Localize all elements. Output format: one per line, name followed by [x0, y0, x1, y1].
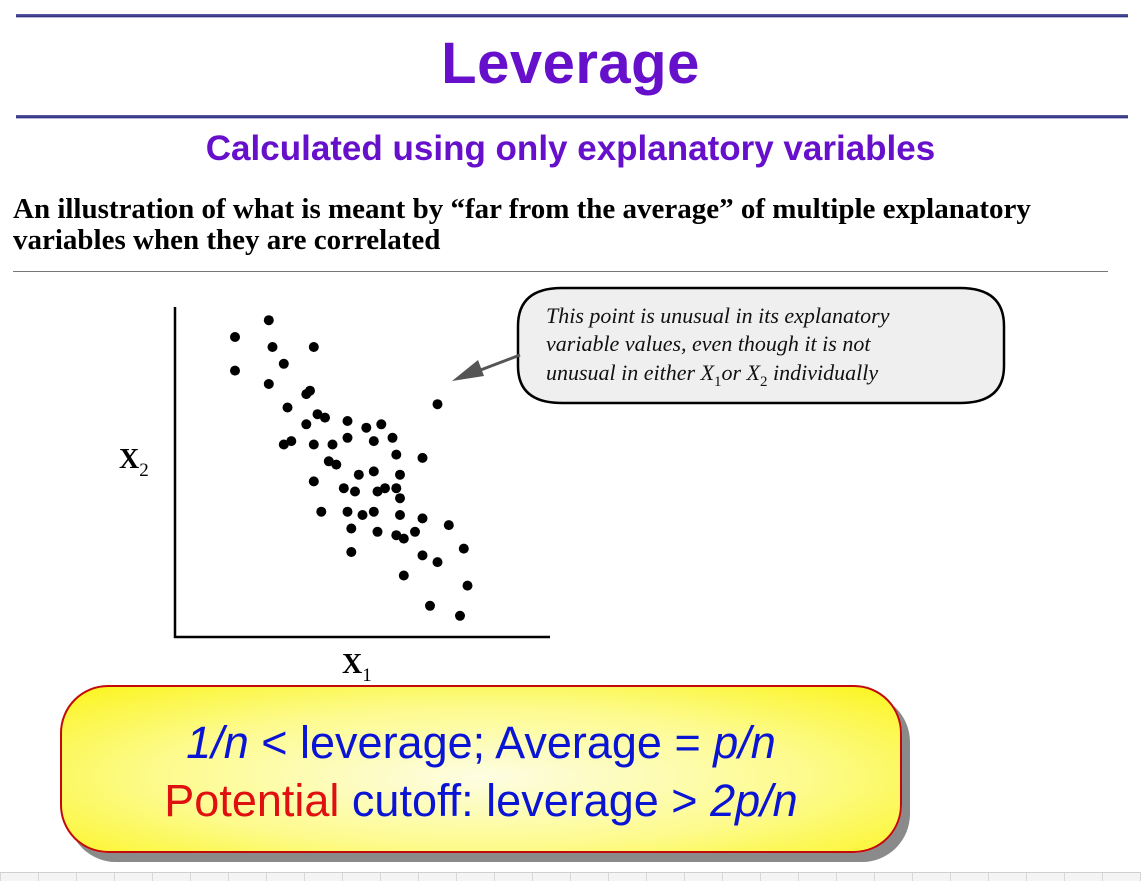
data-point — [425, 600, 435, 611]
data-point — [308, 342, 319, 352]
formula-line-1: 1/n < leverage; Average = p/n — [62, 717, 900, 769]
data-point — [391, 449, 402, 460]
annotation-line-3: unusual in either X1or X2 individually — [546, 360, 878, 390]
data-point — [417, 513, 428, 524]
data-point — [361, 422, 372, 433]
data-point — [346, 523, 357, 534]
data-point — [380, 483, 390, 494]
y-axis-label-main: X — [119, 444, 139, 475]
data-point — [372, 526, 383, 537]
data-point — [312, 409, 323, 420]
data-point — [342, 506, 353, 517]
page-subtitle: Calculated using only explanatory variab… — [205, 129, 936, 168]
outlier-point — [432, 399, 443, 410]
data-point — [263, 379, 274, 389]
y-axis-label: X2 — [119, 444, 149, 481]
annotation-arrowhead — [452, 360, 484, 381]
data-point — [387, 432, 398, 443]
data-point — [417, 550, 428, 561]
data-point — [320, 412, 330, 423]
annotation-line-3-sub1: 1 — [714, 374, 722, 390]
data-point — [368, 436, 379, 447]
annotation-bubble — [516, 286, 1006, 405]
data-point — [342, 416, 353, 426]
top-rule — [16, 14, 1128, 18]
annotation-line-2: variable values, even though it is not — [546, 331, 871, 356]
data-point — [230, 365, 240, 376]
data-point — [342, 432, 353, 443]
data-point — [395, 469, 405, 480]
data-point — [372, 486, 383, 497]
data-point — [398, 570, 409, 581]
formula-line-2: Potential cutoff: leverage > 2p/n — [62, 775, 900, 827]
data-point — [455, 610, 465, 621]
data-point — [323, 456, 334, 467]
data-point — [331, 459, 342, 470]
data-point — [267, 342, 278, 352]
scatter-points — [230, 315, 473, 621]
annotation-line-1: This point is unusual in its explanatory — [546, 303, 890, 328]
data-point — [368, 506, 379, 517]
data-point — [282, 402, 293, 413]
data-point — [346, 547, 357, 557]
data-point — [391, 483, 402, 494]
data-point — [338, 483, 349, 494]
data-point — [368, 466, 379, 477]
data-point — [417, 452, 428, 463]
data-point — [398, 533, 409, 544]
data-point — [327, 439, 338, 450]
data-point — [395, 510, 405, 520]
formula-2p-over-n: 2p/n — [710, 775, 798, 826]
data-point — [458, 543, 469, 554]
annotation-line-3-c: individually — [768, 360, 879, 385]
data-point — [410, 526, 420, 537]
annotation-line-3-b: or X — [722, 360, 762, 385]
data-point — [308, 439, 319, 450]
data-point — [391, 530, 402, 541]
bottom-ruler-strip — [0, 872, 1141, 881]
data-point — [462, 580, 473, 591]
formula-potential: Potential — [164, 775, 340, 826]
x-axis-label: X1 — [342, 649, 372, 686]
data-point — [301, 419, 312, 430]
data-point — [278, 358, 289, 369]
formula-1-over-n: 1/n — [186, 717, 249, 768]
data-point — [316, 506, 327, 517]
annotation-line-3-sub2: 2 — [760, 374, 768, 390]
leverage-rule-callout: 1/n < leverage; Average = p/n Potential … — [60, 685, 902, 853]
formula-p-over-n: p/n — [713, 717, 776, 768]
x-axis-label-sub: 1 — [362, 665, 372, 686]
page-title: Leverage — [441, 31, 700, 96]
data-point — [230, 332, 240, 342]
annotation-line-3-a: unusual in either X — [546, 360, 716, 385]
data-point — [432, 557, 443, 568]
title-rule — [16, 115, 1128, 119]
data-point — [308, 476, 319, 487]
data-point — [353, 469, 364, 480]
description-rule — [13, 271, 1108, 272]
data-point — [301, 389, 312, 400]
data-point — [286, 436, 297, 447]
description-text: An illustration of what is meant by “far… — [13, 193, 1031, 256]
x-axis-label-main: X — [342, 649, 362, 680]
data-point — [357, 510, 368, 520]
data-point — [376, 419, 387, 430]
data-point — [350, 486, 360, 497]
y-axis-label-sub: 2 — [139, 460, 149, 481]
formula-leverage-average: < leverage; Average = — [248, 717, 714, 768]
data-point — [278, 439, 289, 450]
data-point — [395, 493, 405, 504]
formula-cutoff: cutoff: leverage > — [339, 775, 711, 826]
data-point — [443, 520, 454, 531]
data-point — [263, 315, 274, 326]
